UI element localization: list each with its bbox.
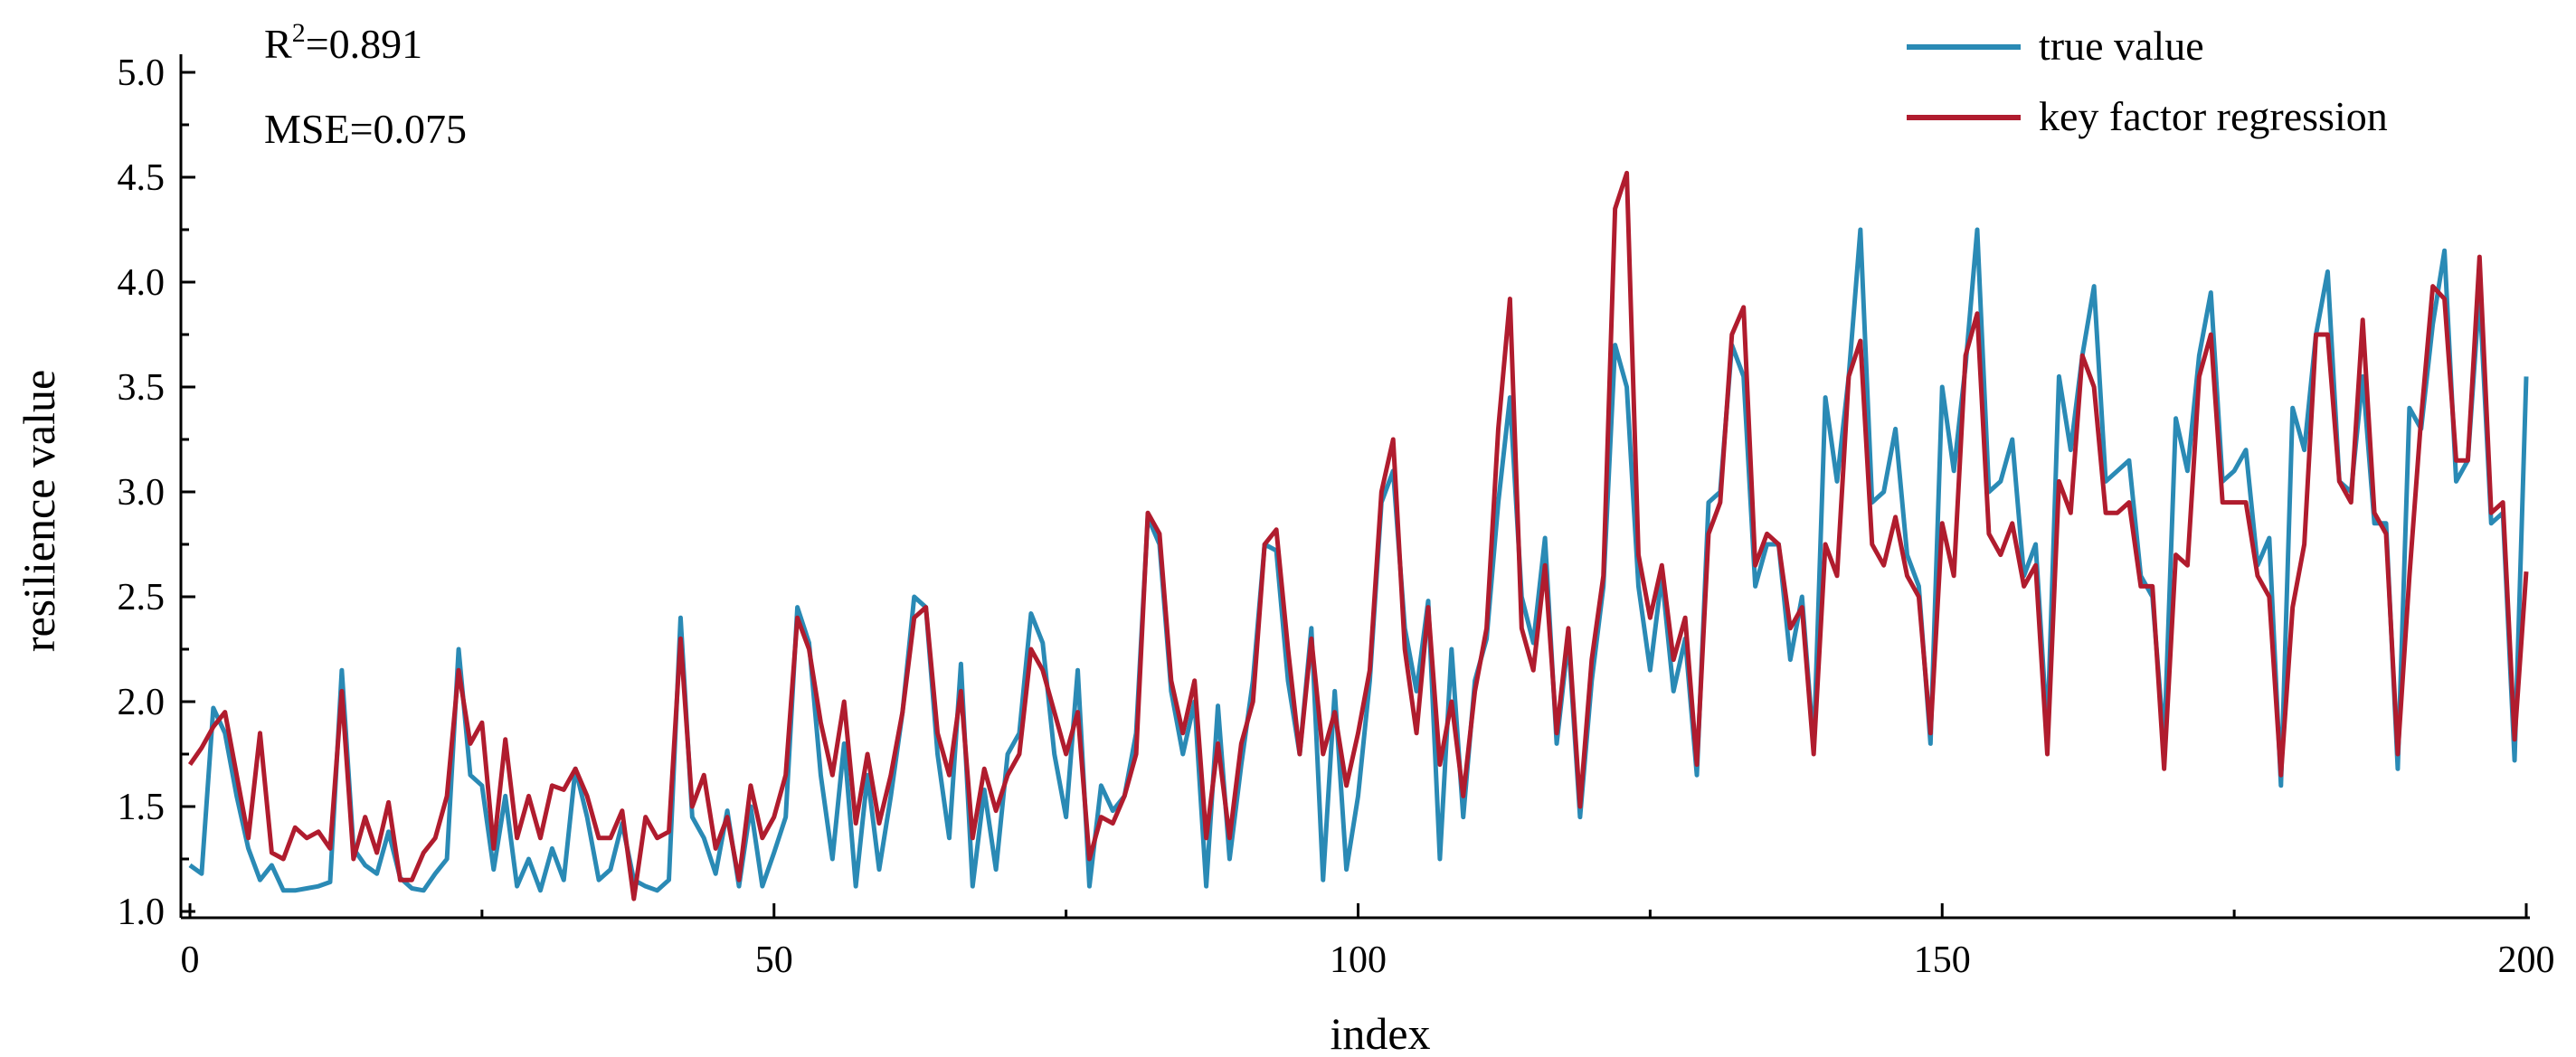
r-squared-superscript: 2 <box>292 18 306 48</box>
y-tick-label: 2.5 <box>118 577 166 618</box>
series-line-key-factor-regression <box>187 170 2529 901</box>
r-squared-value: =0.891 <box>306 21 422 67</box>
x-tick-label: 100 <box>1330 939 1387 981</box>
y-axis-title: resilience value <box>14 370 64 652</box>
y-tick-label: 4.5 <box>118 157 166 199</box>
axes <box>179 54 2530 920</box>
y-tick-label: 1.0 <box>118 892 166 933</box>
x-axis-ticks: 0 50 100 150 200 <box>181 903 2555 981</box>
mse-label: MSE=0.075 <box>264 106 467 152</box>
legend: true value key factor regression <box>1907 23 2388 139</box>
y-tick-label: 3.5 <box>118 367 166 409</box>
legend-label-true-value: true value <box>2039 23 2204 69</box>
x-tick-label: 200 <box>2498 939 2555 981</box>
y-tick-label: 4.0 <box>118 262 166 304</box>
stats-annotation: R2=0.891 MSE=0.075 <box>264 18 467 152</box>
y-axis-ticks: 1.0 1.5 2.0 2.5 3.0 3.5 4.0 4.5 5.0 <box>118 52 195 933</box>
series-lines <box>187 170 2529 901</box>
r-squared-base: R <box>264 21 292 67</box>
r-squared-label: R2=0.891 <box>264 18 422 67</box>
series-line-true-value <box>188 227 2529 893</box>
legend-label-key-factor-regression: key factor regression <box>2039 93 2388 139</box>
y-tick-label: 2.0 <box>118 682 166 723</box>
y-tick-label: 3.0 <box>118 472 166 514</box>
x-tick-label: 50 <box>755 939 793 981</box>
x-tick-label: 150 <box>1914 939 1971 981</box>
x-tick-label: 0 <box>181 939 200 981</box>
x-axis-title: index <box>1330 1008 1430 1057</box>
y-tick-label: 1.5 <box>118 787 166 828</box>
y-tick-label: 5.0 <box>118 52 166 94</box>
